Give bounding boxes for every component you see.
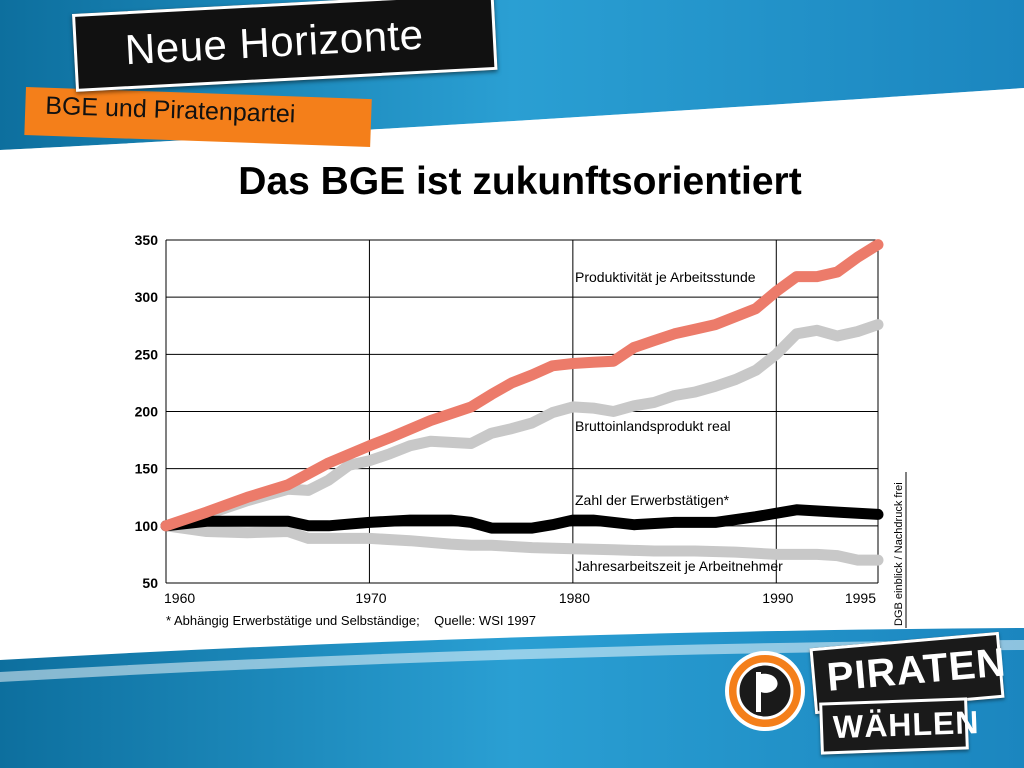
series-label: Bruttoinlandsprodukt real [575, 418, 731, 434]
pirate-sail-icon [756, 672, 778, 712]
y-tick-label: 350 [135, 232, 159, 248]
y-tick-label: 100 [135, 518, 159, 534]
x-tick-label: 1980 [559, 590, 590, 606]
x-tick-label: 1960 [164, 590, 195, 606]
bottom-white-swoosh [0, 640, 1024, 682]
logo-line2: WÄHLEN [832, 704, 980, 746]
y-tick-label: 150 [135, 461, 159, 477]
series-label: Zahl der Erwerbstätigen* [575, 492, 730, 508]
pirate-logo [725, 651, 805, 731]
series-line-1 [160, 239, 884, 532]
series-label: Jahresarbeitszeit je Arbeitnehmer [575, 558, 783, 574]
slide-title: Das BGE ist zukunftsorientiert [238, 160, 802, 203]
logo-waehlen-box: WÄHLEN [819, 697, 980, 755]
footnote: * Abhängig Erwerbstätige und Selbständig… [166, 613, 536, 628]
y-tick-label: 250 [135, 346, 159, 362]
side-note: DGB einblick / Nachdruck frei [893, 482, 905, 626]
series-label: Produktivität je Arbeitsstunde [575, 269, 756, 285]
series-line-3 [160, 504, 884, 534]
x-tick-label: 1995 [845, 590, 876, 606]
x-tick-label: 1990 [762, 590, 793, 606]
series-line-4 [160, 520, 884, 566]
y-tick-label: 50 [142, 575, 158, 591]
y-tick-label: 300 [135, 289, 159, 305]
logo-line1: PIRATEN [825, 640, 1008, 700]
y-tick-label: 200 [135, 404, 159, 420]
series-line-2 [160, 319, 884, 532]
x-tick-label: 1970 [355, 590, 386, 606]
